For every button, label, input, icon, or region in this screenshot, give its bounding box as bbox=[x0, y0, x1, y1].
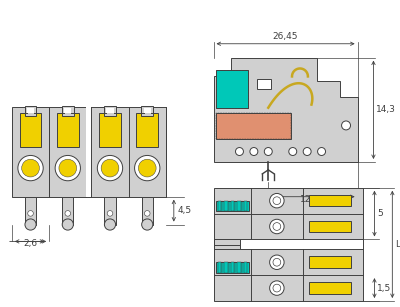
Bar bbox=[214, 249, 362, 301]
Bar bbox=[216, 70, 248, 108]
Circle shape bbox=[55, 155, 80, 181]
Circle shape bbox=[318, 148, 326, 155]
Text: 2,6: 2,6 bbox=[24, 239, 38, 248]
Bar bbox=[231, 201, 234, 211]
Bar bbox=[141, 106, 153, 115]
Text: 12,15: 12,15 bbox=[300, 195, 326, 204]
Bar bbox=[216, 262, 249, 273]
Bar bbox=[218, 201, 221, 211]
Bar bbox=[257, 79, 271, 89]
Circle shape bbox=[270, 193, 284, 208]
Bar bbox=[62, 106, 74, 115]
Bar bbox=[309, 282, 351, 294]
Bar bbox=[25, 106, 36, 115]
Bar bbox=[142, 197, 153, 224]
Circle shape bbox=[104, 219, 116, 230]
Bar bbox=[57, 113, 78, 147]
Bar bbox=[216, 70, 248, 108]
Bar bbox=[104, 197, 116, 224]
Bar bbox=[231, 262, 234, 273]
Text: 4,5: 4,5 bbox=[178, 206, 192, 215]
Circle shape bbox=[138, 159, 156, 177]
Bar bbox=[62, 197, 73, 224]
Circle shape bbox=[25, 219, 36, 230]
Bar bbox=[106, 108, 114, 113]
Bar bbox=[238, 201, 241, 211]
Bar bbox=[214, 188, 362, 239]
Bar bbox=[216, 113, 291, 139]
Circle shape bbox=[270, 281, 284, 295]
Bar bbox=[216, 113, 291, 139]
Circle shape bbox=[303, 148, 311, 155]
Bar bbox=[218, 262, 221, 273]
Bar bbox=[86, 107, 91, 197]
Circle shape bbox=[97, 155, 123, 181]
Circle shape bbox=[28, 211, 33, 216]
Circle shape bbox=[59, 159, 77, 177]
Circle shape bbox=[22, 159, 40, 177]
Circle shape bbox=[289, 148, 297, 155]
Circle shape bbox=[134, 155, 160, 181]
Bar bbox=[25, 197, 36, 224]
Bar bbox=[309, 220, 351, 232]
Circle shape bbox=[270, 255, 284, 270]
Circle shape bbox=[62, 219, 73, 230]
Circle shape bbox=[273, 197, 281, 204]
Circle shape bbox=[107, 211, 113, 216]
Circle shape bbox=[264, 148, 272, 155]
Circle shape bbox=[101, 159, 119, 177]
Bar bbox=[12, 107, 166, 197]
Circle shape bbox=[142, 219, 153, 230]
Circle shape bbox=[273, 258, 281, 266]
Circle shape bbox=[18, 155, 43, 181]
Circle shape bbox=[65, 211, 70, 216]
Bar bbox=[214, 239, 240, 245]
Bar bbox=[104, 106, 116, 115]
Bar bbox=[309, 195, 351, 206]
Bar bbox=[244, 201, 248, 211]
Bar bbox=[20, 113, 41, 147]
Bar bbox=[214, 243, 240, 249]
Text: L: L bbox=[395, 240, 400, 249]
Bar bbox=[224, 262, 228, 273]
Polygon shape bbox=[214, 58, 358, 162]
Text: 14,3: 14,3 bbox=[376, 105, 396, 114]
Circle shape bbox=[342, 121, 350, 130]
Circle shape bbox=[270, 219, 284, 234]
Circle shape bbox=[250, 148, 258, 155]
Circle shape bbox=[273, 223, 281, 230]
Bar bbox=[244, 262, 248, 273]
Bar bbox=[27, 108, 34, 113]
Text: 26,45: 26,45 bbox=[273, 32, 298, 41]
Bar bbox=[224, 201, 228, 211]
Circle shape bbox=[236, 148, 244, 155]
Bar bbox=[64, 108, 71, 113]
Bar bbox=[238, 262, 241, 273]
Text: 5: 5 bbox=[378, 209, 383, 218]
Bar bbox=[99, 113, 121, 147]
Text: 1,5: 1,5 bbox=[378, 284, 392, 293]
Bar bbox=[309, 256, 351, 268]
Circle shape bbox=[273, 284, 281, 292]
Bar bbox=[216, 201, 249, 211]
Circle shape bbox=[144, 211, 150, 216]
Bar bbox=[136, 113, 158, 147]
Bar bbox=[144, 108, 151, 113]
